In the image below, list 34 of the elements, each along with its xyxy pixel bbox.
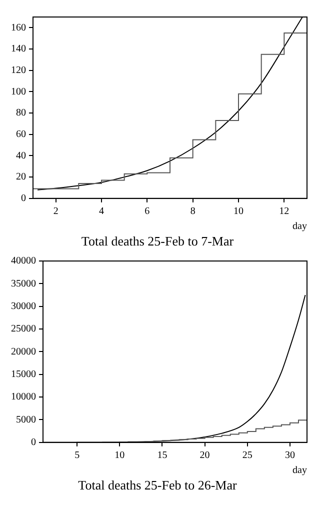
y-tick-label: 35000 bbox=[11, 278, 36, 290]
x-tick-label: 30 bbox=[284, 450, 295, 462]
x-tick-label: 8 bbox=[190, 206, 196, 218]
y-tick-label: 20000 bbox=[11, 346, 36, 358]
text: Total deaths 25-Feb to 7-Mar bbox=[81, 234, 234, 249]
x-tick-label: 10 bbox=[234, 206, 244, 218]
text: Total deaths 25-Feb to 26-Mar bbox=[78, 478, 238, 493]
x-tick-label: 10 bbox=[114, 450, 125, 462]
x-tick-label: 5 bbox=[74, 450, 80, 462]
y-tick-label: 10000 bbox=[11, 392, 36, 403]
y-tick-label: 0 bbox=[31, 437, 36, 448]
y-tick-label: 15000 bbox=[11, 369, 36, 380]
y-tick-label: 60 bbox=[16, 129, 26, 140]
x-tick-label: 15 bbox=[157, 450, 168, 462]
y-tick-label: 140 bbox=[11, 44, 26, 55]
x-axis-title: day bbox=[292, 465, 307, 476]
y-tick-label: 80 bbox=[16, 108, 26, 119]
y-tick-label: 30000 bbox=[11, 300, 36, 312]
x-tick-label: 20 bbox=[200, 450, 210, 462]
y-tick-label: 0 bbox=[21, 193, 26, 204]
y-tick-label: 20 bbox=[16, 172, 26, 183]
y-tick-label: 120 bbox=[11, 64, 26, 76]
x-tick-label: 25 bbox=[242, 450, 252, 462]
x-axis-title: day bbox=[292, 221, 307, 232]
y-tick-label: 40000 bbox=[11, 256, 36, 267]
x-tick-label: 2 bbox=[53, 206, 58, 218]
y-tick-label: 5000 bbox=[16, 414, 36, 426]
x-tick-label: 12 bbox=[279, 206, 290, 218]
y-tick-label: 40 bbox=[16, 150, 26, 162]
x-tick-label: 6 bbox=[144, 206, 150, 218]
y-tick-label: 100 bbox=[11, 86, 26, 98]
y-tick-label: 160 bbox=[11, 22, 26, 34]
y-tick-label: 25000 bbox=[11, 324, 36, 335]
x-tick-label: 4 bbox=[99, 206, 104, 218]
